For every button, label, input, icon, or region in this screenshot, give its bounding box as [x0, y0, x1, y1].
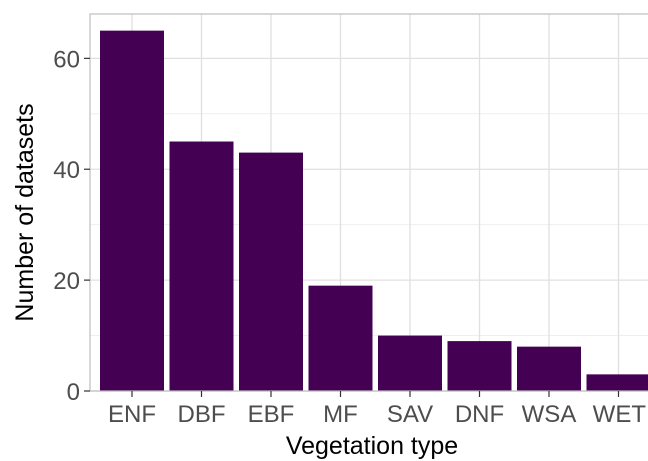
x-tick-label-dbf: DBF: [178, 401, 226, 428]
y-tick-label: 20: [53, 268, 80, 295]
x-tick-label-sav: SAV: [387, 401, 433, 428]
x-tick-label-dnf: DNF: [455, 401, 504, 428]
x-tick-label-ebf: EBF: [248, 401, 295, 428]
bar-dbf: [169, 141, 234, 391]
y-axis-title: Number of datasets: [11, 103, 39, 321]
y-axis: 0 20 40 60: [53, 46, 90, 406]
bar-wsa: [517, 346, 581, 391]
bar-dnf: [447, 341, 512, 391]
x-tick-label-wet: WET: [593, 401, 647, 428]
bar-wet: [586, 374, 648, 391]
bars: [100, 30, 648, 391]
bar-enf: [100, 30, 164, 391]
y-tick-label: 40: [53, 157, 80, 184]
x-tick-label-enf: ENF: [108, 401, 156, 428]
x-axis-title: Vegetation type: [286, 432, 458, 460]
bar-mf: [308, 285, 373, 391]
bar-ebf: [239, 152, 303, 391]
x-tick-label-mf: MF: [323, 401, 358, 428]
y-tick-label: 0: [67, 379, 80, 406]
bar-sav: [378, 335, 442, 391]
y-tick-label: 60: [53, 46, 80, 73]
panel-border: [89, 13, 648, 392]
x-axis: ENF DBF EBF MF SAV DNF WSA WET: [108, 391, 646, 428]
x-tick-label-wsa: WSA: [522, 401, 577, 428]
